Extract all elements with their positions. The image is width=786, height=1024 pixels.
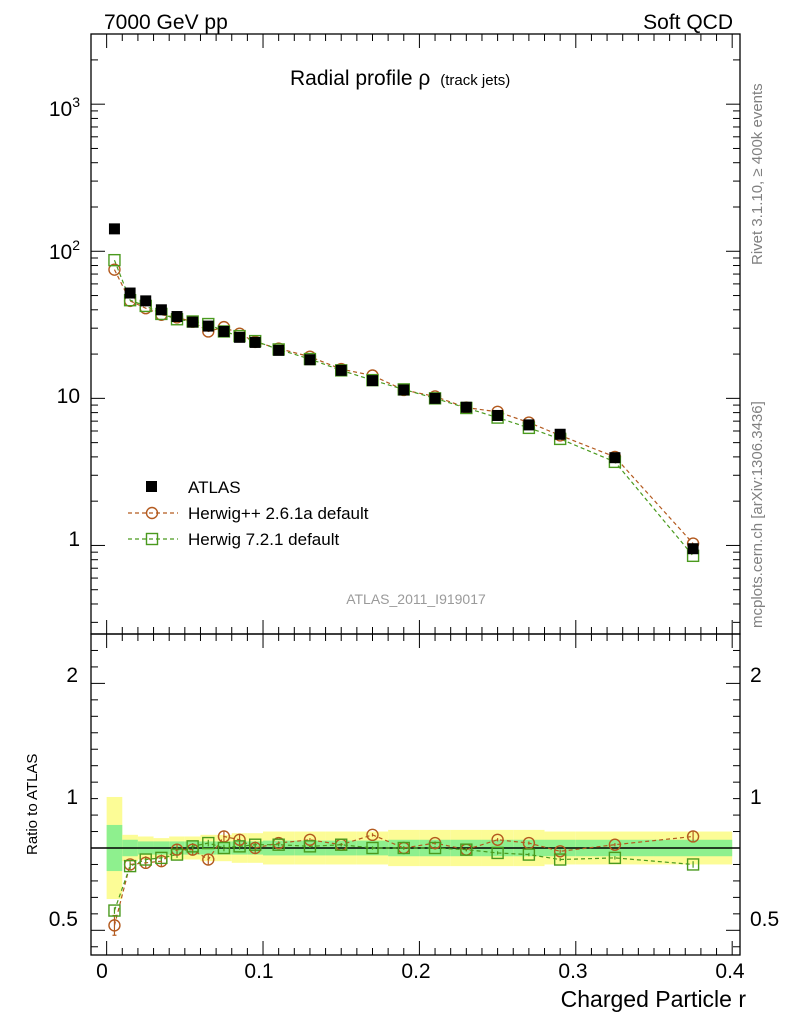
data-point-0 xyxy=(249,336,261,348)
y-tick-label-1: 1 xyxy=(68,528,80,551)
data-point-0 xyxy=(398,384,410,396)
ratio-point-1 xyxy=(366,841,379,855)
ratio-point-0 xyxy=(366,828,379,842)
ratio-point-1 xyxy=(522,848,536,861)
ratio-point-1 xyxy=(249,838,262,851)
y-tick-label-1000: 103 xyxy=(49,94,80,121)
data-point-0 xyxy=(155,304,167,316)
main-title-symbol: ρ xyxy=(418,67,430,90)
legend-herwig7-label: Herwig 7.2.1 default xyxy=(188,530,339,549)
ratio-y-tick-2-right: 2 xyxy=(750,664,762,687)
ratio-point-1 xyxy=(460,843,473,856)
main-title-suffix: (track jets) xyxy=(440,72,510,89)
ratio-series-layer xyxy=(108,828,700,936)
x-tick-label-0.1: 0.1 xyxy=(244,960,273,983)
legend-herwig7-marker xyxy=(145,532,159,546)
main-title-text: Radial profile xyxy=(290,67,413,90)
ratio-point-1 xyxy=(272,838,285,851)
ratio-point-1 xyxy=(686,858,700,871)
data-point-0 xyxy=(366,375,378,387)
mcplots-label: mcplots.cern.ch [arXiv:1306.3436] xyxy=(749,401,766,628)
ratio-point-0 xyxy=(108,919,121,932)
ratio-point-1 xyxy=(108,904,121,917)
data-point-0 xyxy=(108,223,120,235)
data-point-2 xyxy=(108,253,121,267)
ratio-point-1 xyxy=(123,859,137,873)
data-point-0 xyxy=(429,392,441,404)
legend: ATLAS Herwig++ 2.6.1a default Herwig 7.2… xyxy=(128,478,369,549)
analysis-label: ATLAS_2011_I919017 xyxy=(346,591,486,607)
header-right: Soft QCD xyxy=(643,11,733,34)
data-point-0 xyxy=(460,401,472,413)
ratio-point-1 xyxy=(139,853,152,866)
ratio-y-tick-05-left: 0.5 xyxy=(49,908,78,931)
main-title: Radial profile ρ (track jets) xyxy=(290,67,510,90)
header-left: 7000 GeV pp xyxy=(104,11,228,34)
ratio-point-1 xyxy=(303,840,317,853)
legend-atlas-marker xyxy=(146,481,157,492)
data-point-1 xyxy=(108,263,121,276)
ratio-y-tick-1-left: 1 xyxy=(66,786,78,809)
ratio-point-1 xyxy=(608,851,622,865)
ratio-point-1 xyxy=(233,840,246,853)
ratio-point-0 xyxy=(491,833,504,846)
ratio-y-tick-05-right: 0.5 xyxy=(750,908,779,931)
main-series-layer xyxy=(108,223,700,563)
data-point-0 xyxy=(187,316,199,328)
data-point-0 xyxy=(202,320,214,332)
x-tick-label-0: 0 xyxy=(96,960,108,983)
y-tick-label-10: 10 xyxy=(57,385,80,408)
ratio-ylabel: Ratio to ATLAS xyxy=(24,754,41,855)
legend-herwigpp-marker xyxy=(145,506,159,520)
ratio-point-1 xyxy=(202,836,215,850)
ratio-point-1 xyxy=(335,838,348,851)
ratio-point-1 xyxy=(170,848,184,861)
ratio-y-tick-2-left: 2 xyxy=(66,664,78,687)
data-point-0 xyxy=(492,409,504,421)
ratio-point-1 xyxy=(217,841,231,855)
data-point-0 xyxy=(234,331,246,343)
ratio-point-0 xyxy=(686,830,700,843)
data-point-0 xyxy=(124,287,136,299)
ratio-point-1 xyxy=(553,853,567,866)
ratio-point-0 xyxy=(303,833,317,846)
legend-atlas-label: ATLAS xyxy=(188,478,241,497)
ratio-point-0 xyxy=(202,853,215,866)
data-point-0 xyxy=(273,344,285,356)
data-point-0 xyxy=(554,428,566,440)
series-line-1 xyxy=(113,269,694,544)
data-point-0 xyxy=(304,354,316,366)
x-tick-label-0.2: 0.2 xyxy=(401,960,430,983)
y-tick-label-100: 102 xyxy=(49,237,80,264)
ratio-point-1 xyxy=(397,841,410,855)
legend-herwigpp-label: Herwig++ 2.6.1a default xyxy=(188,504,369,523)
ratio-point-1 xyxy=(186,840,199,853)
data-point-0 xyxy=(218,325,230,337)
x-tick-label-0.3: 0.3 xyxy=(558,960,587,983)
ratio-point-0 xyxy=(553,845,567,858)
ratio-point-1 xyxy=(155,851,168,865)
data-point-0 xyxy=(609,452,621,464)
rivet-label: Rivet 3.1.10, ≥ 400k events xyxy=(749,83,766,265)
ratio-point-0 xyxy=(608,838,622,851)
ratio-point-1 xyxy=(491,846,504,860)
data-point-0 xyxy=(687,543,699,555)
ratio-panel xyxy=(90,633,741,956)
ratio-point-0 xyxy=(233,833,246,846)
ratio-point-1 xyxy=(428,841,442,855)
data-point-0 xyxy=(335,364,347,376)
x-axis-label: Charged Particle r xyxy=(561,986,747,1012)
data-point-0 xyxy=(523,419,535,431)
data-point-0 xyxy=(140,295,152,307)
x-tick-label-0.4: 0.4 xyxy=(715,960,745,983)
ratio-y-tick-1-right: 1 xyxy=(750,786,762,809)
series-line-2 xyxy=(113,259,694,557)
data-point-0 xyxy=(171,311,183,323)
ratio-frame xyxy=(90,633,741,956)
ratio-line-1 xyxy=(113,842,694,911)
